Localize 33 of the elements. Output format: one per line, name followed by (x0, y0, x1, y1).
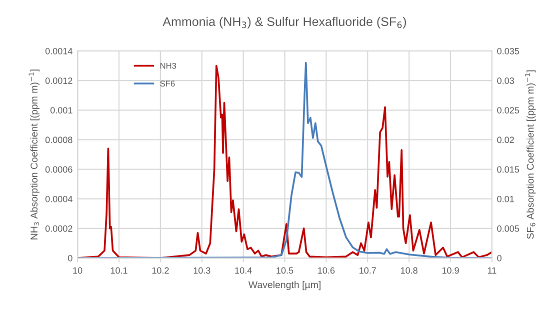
chart-title: Ammonia (NH$_{3}$) & Sulfur Hexafluoride (SF$_{6}$) (162, 16, 406, 29)
x-tick-label: 10.2 (152, 267, 169, 274)
x-tick-label: 10.9 (442, 267, 459, 274)
x-tick-label: 10.7 (360, 267, 376, 274)
x-tick-label: 10.8 (400, 267, 418, 274)
legend-label: NH3 (160, 62, 176, 69)
x-tick-label: 10.6 (318, 267, 335, 274)
y-tick-label: 0.0006 (45, 166, 72, 173)
y2-tick-label: 0.015 (497, 166, 520, 173)
y2-tick-label: 0.005 (497, 225, 520, 232)
y2-tick-label: 0.02 (497, 136, 514, 144)
y-tick-label: 0.0012 (45, 78, 72, 84)
y-tick-label: 0.0014 (45, 48, 72, 54)
y2-tick-label: 0 (497, 254, 502, 262)
y2-tick-label: 0.01 (497, 196, 514, 202)
y-tick-label: 0.0002 (45, 225, 72, 232)
legend-label: SF6 (160, 80, 175, 87)
y2-axis-title: SF$_{6}$ Absorption Coefficient [(ppm m)$^{−1}$] (524, 70, 536, 239)
y-tick-label: 0.001 (50, 107, 72, 114)
x-tick-label: 10 (73, 267, 82, 274)
x-tick-label: 10.3 (194, 267, 210, 274)
y2-tick-label: 0.025 (497, 107, 520, 114)
x-tick-label: 10.4 (235, 267, 252, 274)
x-axis-title: Wavelength [µm] (248, 281, 320, 290)
y-tick-label: 0.0008 (45, 136, 72, 144)
y2-tick-label: 0.03 (497, 78, 514, 84)
y-tick-label: 0.0004 (45, 196, 72, 202)
x-tick-label: 10.1 (110, 267, 128, 274)
y-axis-title: NH$_{3}$ Absorption Coefficient [(ppm m)$^{−1}$] (28, 70, 40, 240)
y2-tick-label: 0.035 (497, 48, 520, 54)
x-tick-label: 10.5 (276, 267, 294, 274)
x-tick-label: 11 (488, 267, 496, 274)
y-tick-label: 0 (68, 254, 72, 262)
